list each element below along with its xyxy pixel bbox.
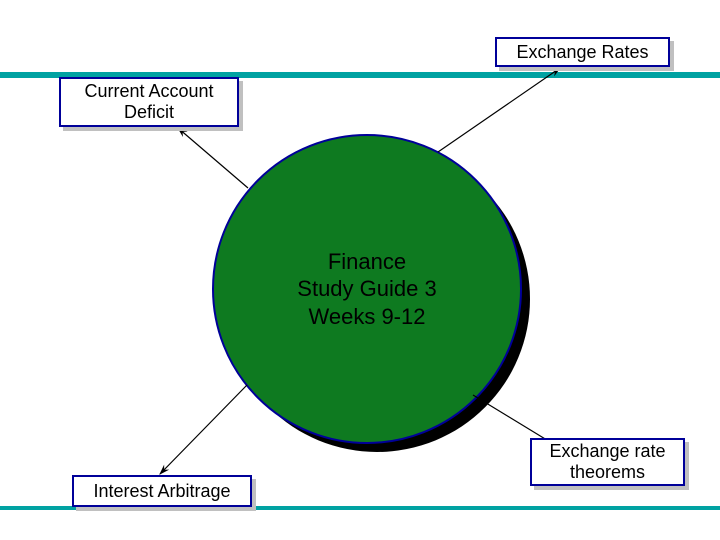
box-current-account-deficit: Current AccountDeficit [59, 77, 239, 127]
center-circle-line1: Finance [328, 248, 406, 276]
box-exchange-rate-theorems-label: Exchange ratetheorems [549, 441, 665, 482]
diagram-canvas: Finance Study Guide 3 Weeks 9-12 Exchang… [0, 0, 720, 540]
center-circle-line2: Study Guide 3 [297, 275, 436, 303]
box-interest-arbitrage-label: Interest Arbitrage [93, 481, 230, 502]
box-interest-arbitrage: Interest Arbitrage [72, 475, 252, 507]
box-current-account-deficit-label: Current AccountDeficit [84, 81, 213, 122]
center-circle: Finance Study Guide 3 Weeks 9-12 [212, 134, 522, 444]
box-exchange-rate-theorems: Exchange ratetheorems [530, 438, 685, 486]
connector-line-2 [160, 385, 247, 474]
box-exchange-rates: Exchange Rates [495, 37, 670, 67]
connector-line-1 [178, 128, 248, 188]
box-exchange-rates-label: Exchange Rates [516, 42, 648, 63]
connector-line-0 [438, 68, 560, 152]
center-circle-line3: Weeks 9-12 [309, 303, 426, 331]
